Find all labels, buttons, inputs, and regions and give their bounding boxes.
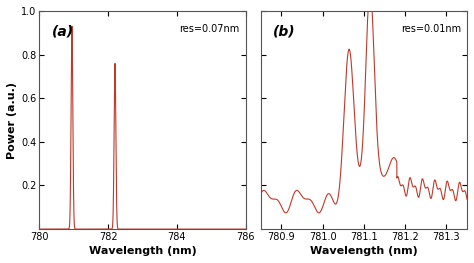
Text: (a): (a) <box>52 24 74 38</box>
X-axis label: Wavelength (nm): Wavelength (nm) <box>89 246 196 256</box>
Text: (b): (b) <box>273 24 296 38</box>
Y-axis label: Power (a.u.): Power (a.u.) <box>7 82 17 159</box>
Text: res=0.01nm: res=0.01nm <box>401 24 461 34</box>
X-axis label: Wavelength (nm): Wavelength (nm) <box>310 246 418 256</box>
Text: res=0.07nm: res=0.07nm <box>179 24 239 34</box>
